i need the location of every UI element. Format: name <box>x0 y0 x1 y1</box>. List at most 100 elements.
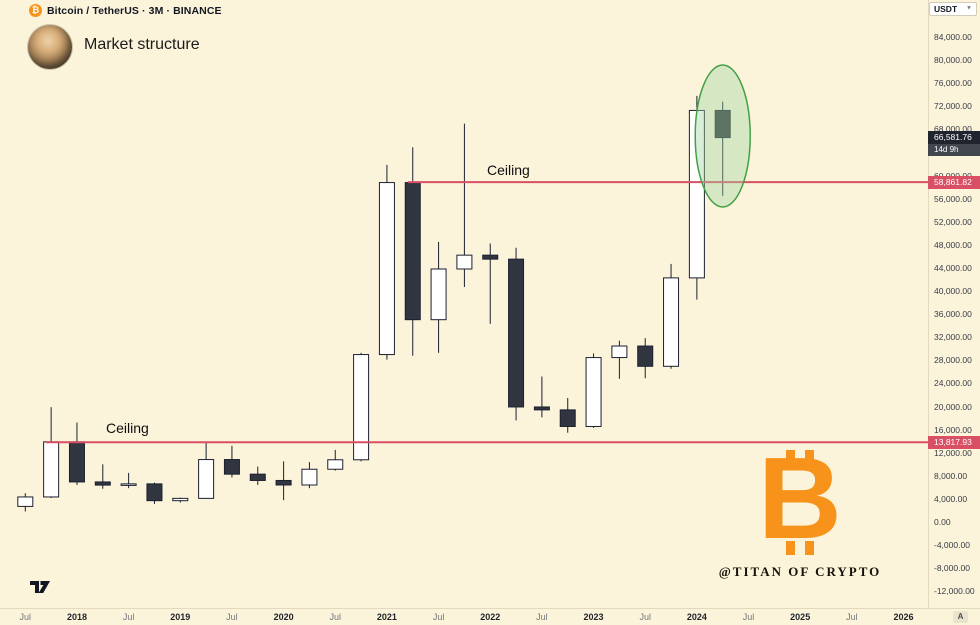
tv-logo-shape <box>38 581 50 593</box>
bitcoin-logo-bar <box>805 541 814 555</box>
idea-title: Market structure <box>84 36 200 53</box>
price-axis-label: 68,000.00 <box>934 124 972 135</box>
candle <box>637 338 654 379</box>
candle <box>223 445 240 478</box>
candle-body <box>559 409 576 427</box>
candle <box>688 95 705 300</box>
candle <box>585 353 602 428</box>
candle <box>120 472 137 489</box>
price-axis-label: -8,000.00 <box>934 563 970 574</box>
currency-label: USDT <box>934 4 958 14</box>
price-axis-label: 8,000.00 <box>934 470 968 481</box>
price-axis-label: 84,000.00 <box>934 32 972 42</box>
time-axis-label: Jul <box>846 612 858 622</box>
candle-body <box>611 345 628 359</box>
price-axis-label: 56,000.00 <box>934 193 972 204</box>
candle-body <box>353 354 370 461</box>
candle-body <box>430 268 447 321</box>
time-axis-label: 2023 <box>583 612 604 622</box>
candle-body <box>223 459 240 475</box>
candle-body <box>275 479 292 486</box>
price-axis-label: 12,000.00 <box>934 447 972 458</box>
bitcoin-logo-letter: B <box>758 433 842 563</box>
candle-body <box>482 254 499 260</box>
symbol-legend[interactable]: ₿ Bitcoin / TetherUS · 3M · BINANCE <box>29 4 222 17</box>
candle <box>456 123 473 288</box>
time-axis-label: Jul <box>742 612 755 622</box>
tradingview-logo[interactable] <box>28 577 52 595</box>
price-axis-label: 36,000.00 <box>934 309 972 320</box>
candle <box>172 497 189 503</box>
time-axis-label: 2021 <box>376 612 397 622</box>
candle <box>327 449 344 471</box>
price-axis-label: 72,000.00 <box>934 101 972 112</box>
candle-body <box>198 459 215 499</box>
line-price-badge: 58,861.82 <box>928 175 980 189</box>
candle-body <box>327 459 344 470</box>
candle-body <box>663 277 680 367</box>
candle <box>430 241 447 353</box>
time-axis-label: 2026 <box>893 612 914 622</box>
candle <box>275 461 292 501</box>
candle-body <box>120 483 137 486</box>
time-axis-label: Jul <box>329 612 342 622</box>
price-axis-label: -12,000.00 <box>934 586 975 597</box>
candle-body <box>585 357 602 427</box>
candle <box>533 376 550 418</box>
candle <box>611 340 628 379</box>
bitcoin-icon: ₿ <box>29 4 42 17</box>
candle <box>482 243 499 324</box>
bitcoin-logo-watermark: B <box>752 440 852 562</box>
candle-body <box>533 406 550 411</box>
watermark-handle: @TITAN OF CRYPTO <box>718 564 882 579</box>
avatar <box>28 25 72 69</box>
candle-body <box>146 483 163 502</box>
candle <box>559 397 576 433</box>
ceiling-label: Ceiling <box>106 420 149 436</box>
time-axis-label: 2022 <box>480 612 501 622</box>
time-axis-label: Jul <box>226 612 238 622</box>
candle <box>249 466 266 485</box>
chevron-down-icon: ▼ <box>966 5 972 12</box>
time-axis-label: Jul <box>122 612 135 622</box>
time-axis-label: 2019 <box>170 612 191 622</box>
price-axis-label: 80,000.00 <box>934 55 972 66</box>
price-axis-label: 76,000.00 <box>934 78 972 89</box>
auto-scale-button[interactable]: A <box>953 611 968 623</box>
currency-selector[interactable]: USDT ▼ <box>929 2 977 16</box>
candle <box>663 263 680 369</box>
candle-body <box>637 345 654 367</box>
tv-logo-shape <box>30 581 39 593</box>
candle <box>146 482 163 504</box>
line-price-badge: 13,817.93 <box>928 435 980 449</box>
candle-body <box>172 497 189 502</box>
price-axis-label: 60,000.00 <box>934 171 972 181</box>
time-axis-separator <box>0 608 980 609</box>
price-axis-label: 20,000.00 <box>934 401 972 412</box>
price-axis-label: 0.00 <box>934 517 951 527</box>
highlight-ellipse[interactable] <box>694 64 751 208</box>
bar-countdown-badge: 14d 9h <box>928 144 980 157</box>
price-axis-label: 4,000.00 <box>934 493 968 504</box>
price-axis-label: 48,000.00 <box>934 239 972 250</box>
candle <box>378 164 395 360</box>
time-axis-label: Jul <box>536 612 548 622</box>
price-axis-separator <box>928 0 929 608</box>
time-axis-label: 2024 <box>686 612 707 622</box>
candle-body <box>94 481 111 486</box>
time-axis-label: Jul <box>432 612 445 622</box>
candle <box>353 352 370 462</box>
time-axis-label: 2018 <box>66 612 87 622</box>
price-axis-label: 28,000.00 <box>934 355 972 366</box>
time-axis-label: Jul <box>639 612 651 622</box>
time-axis-label: 2025 <box>790 612 811 622</box>
candle <box>94 464 111 489</box>
price-axis-label: 32,000.00 <box>934 332 972 343</box>
price-axis-label: 24,000.00 <box>934 378 972 389</box>
time-axis-label: Jul <box>19 612 32 622</box>
candle-body <box>17 496 34 507</box>
